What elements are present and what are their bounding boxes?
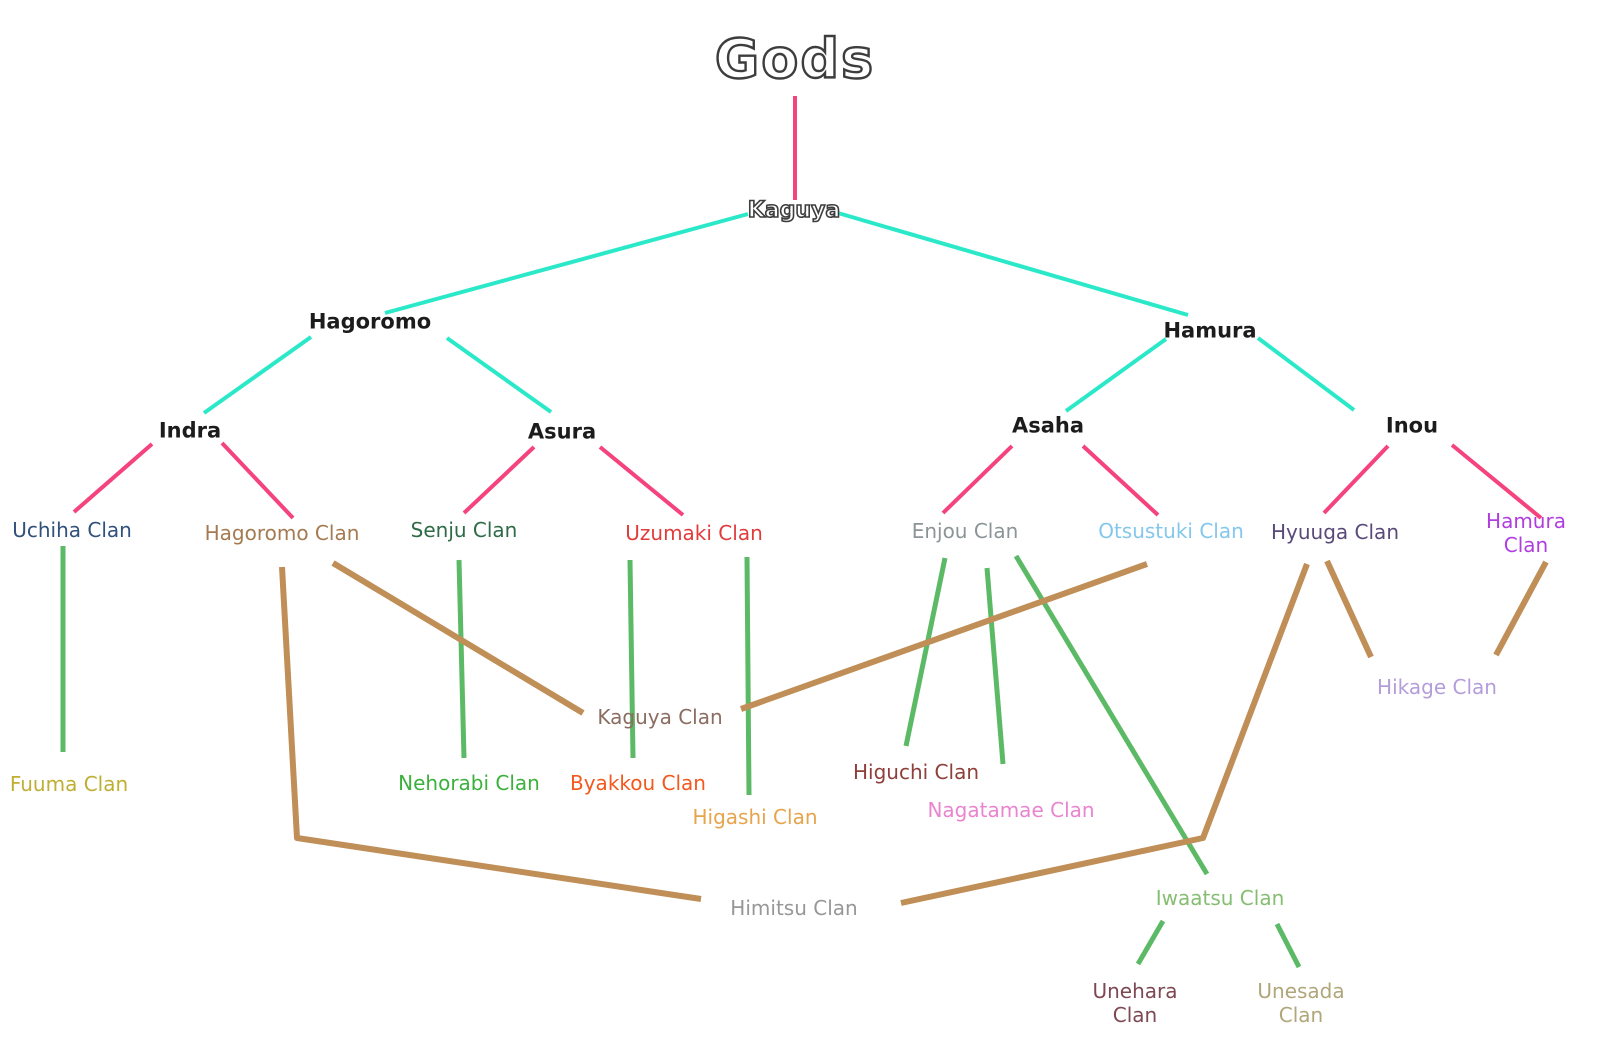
node-kaguya-clan: Kaguya Clan	[597, 705, 723, 729]
node-senju-clan: Senju Clan	[410, 518, 518, 542]
node-asaha: Asaha	[1011, 413, 1085, 438]
edge-otsustuki-clan-kaguya-clan	[739, 561, 1149, 712]
node-inou: Inou	[1385, 413, 1439, 438]
edge-enjou-clan-higuchi-clan	[903, 557, 948, 747]
edge-enjou-clan-iwaatsu-clan	[1013, 554, 1210, 876]
edge-hyuuga-clan-himitsu-clan	[900, 562, 1310, 906]
edge-indra-hagoromo-clan	[220, 441, 295, 520]
edge-enjou-clan-nagatamae-clan	[984, 567, 1006, 765]
edge-hyuuga-clan-hikage-clan	[1324, 559, 1374, 659]
edge-uzumaki-clan-higashi-clan	[744, 556, 752, 796]
node-kaguya: Kaguya	[747, 197, 841, 224]
node-uzumaki-clan: Uzumaki Clan	[625, 521, 763, 545]
node-hagoromo: Hagoromo	[308, 309, 432, 334]
edge-iwaatsu-clan-unesada-clan	[1274, 922, 1302, 969]
edge-hamura-clan-hikage-clan	[1493, 560, 1549, 657]
edge-inou-hyuuga-clan	[1322, 444, 1390, 515]
node-otsustuki-clan: Otsustuki Clan	[1098, 519, 1244, 543]
node-nehorabi-clan: Nehorabi Clan	[398, 771, 540, 795]
edge-hamura-inou	[1256, 336, 1356, 412]
edge-hagoromo-clan-himitsu-clan	[279, 566, 702, 902]
edge-hagoromo-asura	[445, 336, 553, 414]
node-hikage-clan: Hikage Clan	[1377, 675, 1497, 699]
edge-iwaatsu-clan-unehara-clan	[1135, 919, 1166, 966]
node-indra: Indra	[158, 418, 222, 443]
edge-hagoromo-clan-kaguya-clan	[331, 560, 585, 716]
edge-asaha-otsustuki-clan	[1081, 444, 1160, 517]
edge-asura-uzumaki-clan	[598, 445, 685, 517]
edge-kaguya-hamura	[837, 211, 1189, 317]
node-enjou-clan: Enjou Clan	[911, 519, 1019, 543]
node-unesada-clan: Unesada Clan	[1257, 979, 1345, 1027]
node-higashi-clan: Higashi Clan	[692, 805, 818, 829]
node-hyuuga-clan: Hyuuga Clan	[1271, 520, 1399, 544]
node-uchiha-clan: Uchiha Clan	[12, 518, 132, 542]
edge-indra-uchiha-clan	[72, 442, 154, 514]
edge-hagoromo-indra	[202, 335, 313, 415]
node-gods: Gods	[714, 26, 876, 91]
node-iwaatsu-clan: Iwaatsu Clan	[1155, 886, 1285, 910]
edge-uzumaki-clan-byakkou-clan	[627, 559, 636, 759]
edge-hamura-asaha	[1064, 337, 1168, 413]
node-higuchi-clan: Higuchi Clan	[852, 760, 980, 784]
edge-inou-hamura-clan	[1450, 443, 1543, 520]
node-hamura-clan: Hamura Clan	[1486, 509, 1566, 557]
node-byakkou-clan: Byakkou Clan	[570, 771, 706, 795]
edge-senju-clan-nehorabi-clan	[456, 559, 467, 759]
node-asura: Asura	[527, 419, 597, 444]
edge-asaha-enjou-clan	[941, 444, 1014, 515]
node-unehara-clan: Unehara Clan	[1092, 979, 1178, 1027]
node-nagatamae-clan: Nagatamae Clan	[927, 798, 1095, 822]
node-hagoromo-clan: Hagoromo Clan	[204, 521, 360, 545]
node-hamura: Hamura	[1163, 318, 1257, 343]
edge-kaguya-hagoromo	[384, 212, 749, 315]
node-himitsu-clan: Himitsu Clan	[730, 896, 858, 920]
edge-asura-senju-clan	[462, 445, 536, 515]
node-fuuma-clan: Fuuma Clan	[9, 772, 129, 796]
